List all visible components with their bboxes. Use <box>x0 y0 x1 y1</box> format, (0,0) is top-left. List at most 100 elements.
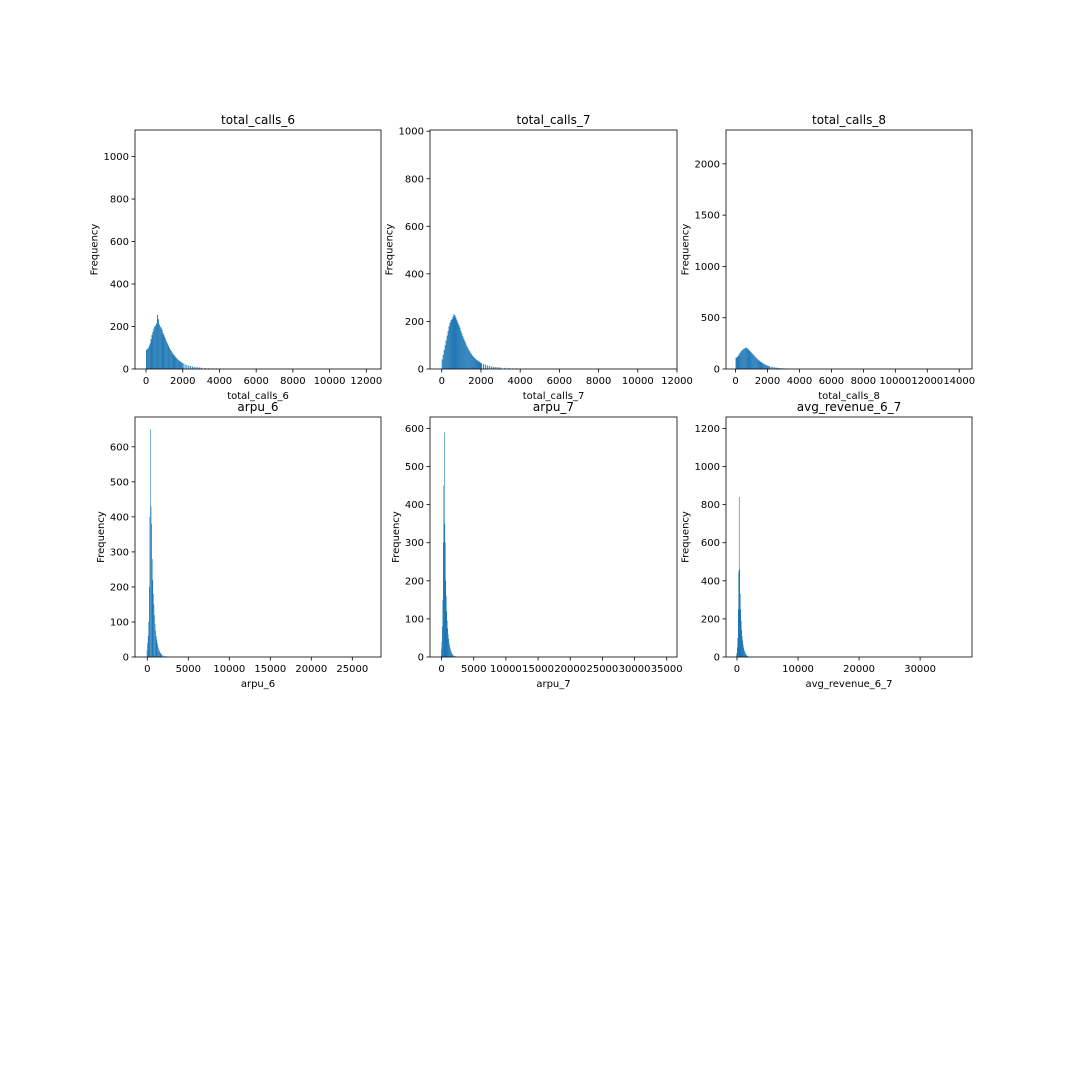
histogram-bar <box>208 368 210 369</box>
histogram-bar <box>478 361 480 369</box>
histogram-bar <box>156 639 158 657</box>
histogram-bar <box>457 322 459 369</box>
histogram-bar <box>149 586 150 657</box>
histogram-bar <box>467 347 469 369</box>
subplot-title: arpu_6 <box>237 400 278 414</box>
histogram-bar <box>152 331 154 369</box>
histogram-bar <box>159 652 161 657</box>
y-axis-label: Frequency <box>384 224 395 276</box>
histogram-bar <box>459 327 461 369</box>
x-tick-label: 6000 <box>243 376 268 387</box>
y-tick-label: 200 <box>405 576 424 587</box>
histogram-bar <box>738 497 740 657</box>
histogram-bar <box>153 604 155 657</box>
y-tick-label: 400 <box>405 269 424 280</box>
histogram-bar <box>742 640 743 657</box>
x-tick-label: 5000 <box>461 664 486 675</box>
histogram-bar <box>772 367 774 369</box>
subplot-title: total_calls_6 <box>221 113 295 127</box>
x-tick-label: 4000 <box>507 376 532 387</box>
histogram-bar <box>494 366 496 369</box>
histogram-bar <box>744 348 746 369</box>
histogram-bar <box>186 364 188 369</box>
histogram-bar <box>454 655 455 657</box>
histogram-bar <box>769 366 771 369</box>
histogram-bar <box>745 654 747 657</box>
histogram-bar <box>492 366 494 369</box>
histogram-bar <box>755 357 757 369</box>
histogram-bar <box>739 594 741 657</box>
histogram-bar <box>147 642 148 657</box>
histogram-bar <box>737 609 739 657</box>
histogram-bar <box>171 352 173 369</box>
x-tick-label: 0 <box>143 376 149 387</box>
x-tick-label: 0 <box>144 664 150 675</box>
histogram-bar <box>445 340 447 369</box>
histogram-bar <box>743 647 744 657</box>
x-tick-label: 5000 <box>176 664 201 675</box>
y-tick-label: 800 <box>701 500 720 511</box>
bars <box>735 347 790 369</box>
x-axis-label: arpu_6 <box>241 679 275 690</box>
histogram-bar <box>149 343 151 369</box>
histogram-bar <box>449 645 450 657</box>
subplot-5: 0 5000 10000 15000 20000 25000 30000 35000 0 100 2… <box>391 400 683 690</box>
y-tick-label: 0 <box>123 653 129 664</box>
histogram-bar <box>175 357 177 369</box>
bars <box>146 429 167 657</box>
histogram-bar <box>762 363 764 369</box>
histogram-bar <box>148 345 150 369</box>
histogram-bar <box>490 366 492 369</box>
x-tick-label: 30000 <box>619 664 651 675</box>
histogram-bar <box>164 655 166 657</box>
x-axis-label: total_calls_7 <box>523 391 585 402</box>
axes-frame <box>134 416 382 658</box>
histogram-bar <box>199 367 201 369</box>
subplot-title: total_calls_8 <box>812 113 886 127</box>
histogram-bar <box>759 361 761 369</box>
subplot-2: 0 2000 4000 6000 8000 10000 12000 0 200 400 600 800… <box>384 113 693 402</box>
histogram-bar <box>165 339 167 369</box>
histogram-bar <box>164 337 166 369</box>
histogram-bar <box>756 358 758 369</box>
histogram-bar <box>745 653 746 657</box>
x-tick-label: 10000 <box>879 376 911 387</box>
histogram-bar <box>450 651 452 657</box>
y-tick-label: 300 <box>405 538 424 549</box>
histogram-bar <box>458 325 460 369</box>
x-tick-label: 10000 <box>314 376 346 387</box>
histogram-bar <box>170 350 172 369</box>
histogram-bar <box>778 367 780 369</box>
histogram-bar <box>740 620 742 657</box>
histogram-bar <box>448 638 449 657</box>
x-tick-label: 8000 <box>280 376 305 387</box>
y-tick-label: 2000 <box>695 159 720 170</box>
x-tick-label: 6000 <box>547 376 572 387</box>
y-tick-label: 800 <box>405 174 424 185</box>
histogram-bar <box>453 314 455 369</box>
histogram-bar <box>162 332 164 369</box>
histogram-bar <box>197 367 199 369</box>
histogram-bar <box>160 653 162 657</box>
histogram-bar <box>455 317 457 369</box>
histogram-bar <box>757 359 759 369</box>
histogram-bar <box>188 365 190 369</box>
y-tick-label: 0 <box>418 365 424 376</box>
histogram-bar <box>475 358 477 369</box>
axes-frame <box>725 416 973 658</box>
x-tick-label: 30000 <box>904 664 936 675</box>
histogram-bar <box>740 351 742 369</box>
histogram-bar <box>761 362 763 369</box>
x-axis-label: total_calls_8 <box>818 391 880 402</box>
histogram-bar <box>158 324 160 369</box>
histogram-bar <box>147 347 149 369</box>
histogram-bar <box>151 335 153 369</box>
histogram-bar <box>148 621 150 657</box>
histogram-bar <box>182 363 184 369</box>
histogram-bar <box>456 320 458 369</box>
y-tick-label: 1000 <box>695 462 720 473</box>
histogram-bar <box>775 367 777 369</box>
histogram-bar <box>448 642 450 657</box>
histogram-bar <box>159 326 161 369</box>
histogram-bar <box>450 320 452 369</box>
